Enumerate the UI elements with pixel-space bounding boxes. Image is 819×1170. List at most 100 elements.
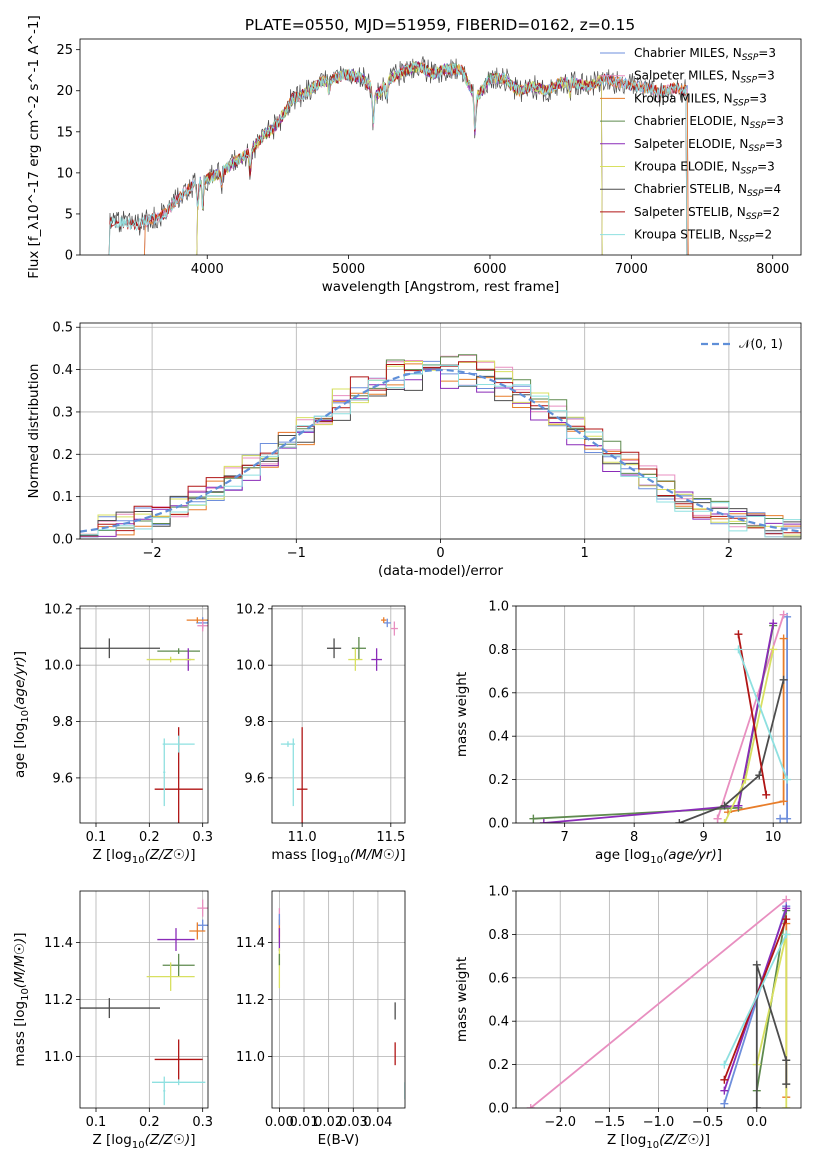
weight-marker [762,790,771,799]
weight-line [727,638,785,813]
x-tick-label: 0.2 [139,1115,160,1130]
grid [80,891,208,1108]
weight-marker [720,1086,729,1095]
grid [516,605,801,824]
x-axis-label: Z [log10(Z/Z☉)] [92,847,195,866]
y-tick-label: 11.2 [44,993,73,1008]
x-tick-label: 8 [630,830,638,845]
label-sub: 10 [650,855,663,866]
legend-text: =4 [764,182,782,196]
axes-spectrum: 4000 5000 6000 7000 8000 0 5 10 15 20 25 wavelength… [26,15,802,295]
y-tick-label: 0.2 [52,448,73,463]
x-tick-label: −2.0 [544,1115,576,1130]
y-tick-label: 10.0 [236,659,265,674]
y-tick-label: 9.8 [244,715,265,730]
legend-entry: 𝒩(0, 1) [739,337,783,351]
ticks: −2 −1 0 1 2 0.0 0.1 0.2 0.3 0.4 0.5 [52,321,733,561]
legend-sub: SSP [741,167,758,177]
label-part: Z [ [607,1132,626,1148]
data-point [154,1039,203,1080]
weight-marker [526,1104,535,1108]
y-axis-label: Flux [f_λ10^-17 erg cm^-2 s^-1 A^-1] [26,15,42,278]
y-tick-label: 10 [56,166,73,181]
y-tick-label: 20 [56,84,73,99]
label-part: (age/yr) [12,656,28,710]
legend-entry: Kroupa MILES, NSSP=3 [634,91,767,108]
y-tick-label: 10.0 [44,659,73,674]
x-tick-label: 4000 [191,262,224,277]
weight-line [533,625,775,820]
x-tick-label: 0 [436,546,444,561]
data-point [157,928,195,951]
ticks: 0.1 0.2 0.3 9.6 9.8 10.0 10.2 [44,602,213,845]
y-tick-label: 0.0 [52,533,73,548]
x-axis-label: Z [log10(Z/Z☉)] [92,1132,195,1151]
label-part: Z [ [92,847,111,863]
axes-mass-Z: 0.1 0.2 0.311.011.211.4Z [log10(Z/Z☉)]mass… [12,890,213,1151]
label-part: mass weight [454,957,470,1042]
y-axis-label: mass [log10(M/M☉)] [12,932,31,1066]
data-point [390,621,398,636]
x-tick-label: 0.3 [192,830,213,845]
label-sub: 10 [20,988,31,1001]
plot-area [80,617,208,823]
x-tick-label: 2 [725,546,733,561]
axes-residuals: −2 −1 0 1 2 0.0 0.1 0.2 0.3 0.4 0.5 (data-model)/er… [26,321,802,579]
plot-area [80,899,208,1106]
weight-marker [720,1060,729,1069]
label-part: Normed distribution [26,364,42,499]
axes-frame [271,890,406,1109]
x-axis-label: (data-model)/error [378,563,504,579]
label-part: ] [400,847,405,863]
plot-area [526,895,791,1108]
ticks: 7 8 9 10 0.0 0.2 0.4 0.6 0.8 1.0 [488,600,781,846]
data-point [163,1076,166,1106]
weight-marker [776,814,785,823]
y-tick-label: 0.0 [488,817,509,832]
weight-marker [779,610,788,619]
axes-frame [79,605,209,824]
grid [272,891,405,1108]
x-tick-label: 10 [765,830,782,845]
y-tick-label: 9.6 [52,771,73,786]
spectrum-line [108,61,688,255]
x-tick-label: 0.00 [265,1115,294,1130]
y-tick-label: 5 [65,207,73,222]
y-tick-label: 11.2 [236,993,265,1008]
data-point [80,998,160,1019]
spectrum-line [143,61,689,255]
label-part: age [ [595,847,630,863]
weight-line [530,899,787,1108]
legend-sub: SSP [748,144,765,154]
data-point [351,637,366,660]
y-tick-label: 1.0 [488,600,509,615]
y-axis-label: mass weight [454,957,470,1042]
y-tick-label: 0.4 [488,1015,509,1030]
weight-marker [782,904,791,913]
weight-marker [769,619,778,628]
x-tick-label: 9 [700,830,708,845]
y-tick-label: 25 [56,43,73,58]
legend-text: =2 [754,228,772,242]
y-tick-label: 0.2 [488,1058,509,1073]
x-tick-label: 7000 [615,262,648,277]
weight-marker [734,630,743,639]
legend-sub: SSP [750,121,767,131]
spectrum-line [143,61,689,255]
x-tick-label: 6000 [473,262,506,277]
plot-area [80,354,801,539]
x-axis-label: wavelength [Angstrom, rest frame] [322,279,560,295]
x-tick-label: 0.0 [746,1115,767,1130]
legend-sub: SSP [738,235,755,245]
data-point [80,638,160,659]
legend-text: Salpeter MILES, N [634,69,741,83]
weight-marker [675,819,684,823]
label-part: Z [ [92,1132,111,1148]
y-tick-label: 9.6 [244,771,265,786]
legend-entry: Kroupa ELODIE, NSSP=3 [634,160,775,177]
label-part: ] [12,651,28,656]
weight-marker [779,797,788,806]
y-tick-label: 0.3 [52,405,73,420]
